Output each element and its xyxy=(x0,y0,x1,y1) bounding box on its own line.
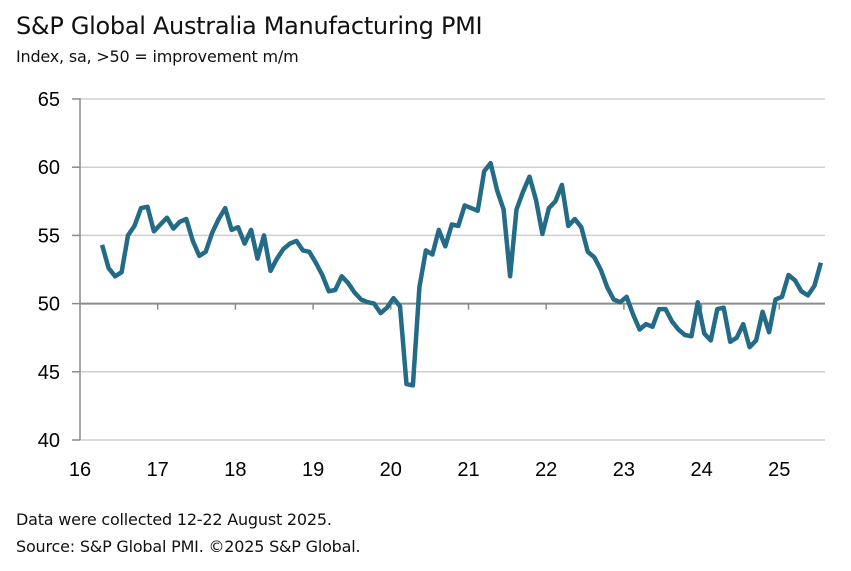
data-collection-note: Data were collected 12-22 August 2025. xyxy=(16,510,332,529)
series-group xyxy=(99,160,824,388)
x-tick-label: 20 xyxy=(380,459,402,481)
line-chart: 65 60 55 50 45 40 16 17 18 19 20 21 22 23 24 25 xyxy=(38,89,825,481)
x-tick-label: 19 xyxy=(302,459,324,481)
y-tick-label: 65 xyxy=(38,89,60,111)
y-tick-label: 55 xyxy=(38,225,60,247)
series-line-pmi xyxy=(99,160,824,388)
gridlines xyxy=(80,98,825,441)
x-tick-label: 23 xyxy=(613,459,635,481)
y-tick-label: 40 xyxy=(38,430,60,452)
x-tick-label: 21 xyxy=(457,459,479,481)
y-tick-label: 50 xyxy=(38,294,60,316)
x-tick-label: 16 xyxy=(69,459,91,481)
y-axis: 65 60 55 50 45 40 xyxy=(38,89,81,452)
x-tick-label: 24 xyxy=(690,459,712,481)
y-tick-label: 45 xyxy=(38,362,60,384)
source-note: Source: S&P Global PMI. ©2025 S&P Global… xyxy=(16,537,361,556)
x-tick-label: 18 xyxy=(224,459,246,481)
x-axis: 16 17 18 19 20 21 22 23 24 25 xyxy=(69,303,790,481)
x-tick-label: 17 xyxy=(147,459,169,481)
x-tick-label: 25 xyxy=(768,459,790,481)
chart-title: S&P Global Australia Manufacturing PMI xyxy=(16,12,483,40)
chart-subtitle: Index, sa, >50 = improvement m/m xyxy=(16,47,299,66)
x-tick-label: 22 xyxy=(535,459,557,481)
y-tick-label: 60 xyxy=(38,157,60,179)
